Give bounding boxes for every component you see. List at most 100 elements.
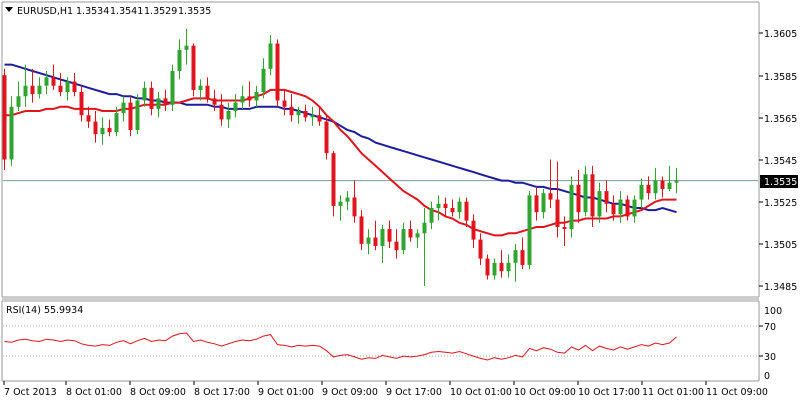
price-tick-label: 1.3505	[764, 240, 797, 251]
candle-body	[240, 96, 245, 103]
rsi-tick-label: 70	[764, 322, 776, 333]
candle-body	[37, 85, 42, 95]
candle-body	[359, 216, 364, 244]
candle	[590, 165, 595, 227]
candle	[569, 176, 574, 238]
candle-body	[44, 77, 49, 86]
candle-body	[324, 121, 329, 154]
dropdown-arrow-icon[interactable]	[5, 7, 13, 12]
rsi-series	[4, 332, 677, 361]
candle-body	[331, 153, 336, 206]
ohlc-high: 1.3541	[110, 6, 143, 17]
candle-body	[590, 174, 595, 217]
candle-body	[506, 262, 511, 272]
candle	[163, 89, 168, 112]
candle-body	[632, 199, 637, 217]
candle-body	[30, 85, 35, 95]
time-label: 11 Oct 09:00	[706, 387, 768, 398]
time-axis: 7 Oct 2013 8 Oct 01:00 8 Oct 09:00 8 Oct…	[3, 381, 768, 398]
candle-body	[576, 184, 581, 213]
candle	[352, 180, 357, 223]
candle-body	[268, 43, 273, 69]
time-label: 8 Oct 01:00	[66, 387, 122, 398]
candle-body	[464, 201, 469, 221]
candle	[653, 167, 658, 200]
price-panel[interactable]: EURUSD,H1 1.3534 1.3541 1.3529 1.3535 1.…	[1, 1, 798, 298]
candle-body	[653, 180, 658, 194]
candle-body	[541, 193, 546, 213]
candle-body	[646, 184, 651, 194]
candle	[506, 254, 511, 278]
time-label: 11 Oct 01:00	[642, 387, 704, 398]
candle	[198, 79, 203, 101]
candle-body	[450, 207, 455, 213]
candle-body	[296, 111, 301, 116]
candle-body	[674, 180, 679, 183]
chart-header: EURUSD,H1 1.3534 1.3541 1.3529 1.3535	[5, 6, 211, 17]
rsi-line	[4, 332, 677, 361]
candle-body	[163, 98, 168, 105]
candle	[247, 81, 252, 107]
candle	[72, 73, 77, 97]
candle	[520, 237, 525, 270]
candle	[534, 186, 539, 221]
candle	[331, 151, 336, 217]
rsi-panel[interactable]: RSI(14) 55.9934 100 70 30 0	[1, 300, 782, 382]
candle-body	[233, 102, 238, 112]
candle	[149, 81, 154, 116]
candle	[541, 189, 546, 219]
candle	[597, 182, 602, 223]
candle-body	[226, 111, 231, 120]
candle	[667, 165, 672, 192]
candle-body	[429, 207, 434, 223]
ma-slow-series	[4, 63, 677, 214]
candle	[107, 119, 112, 137]
ohlc-open: 1.3534	[76, 6, 109, 17]
candle	[9, 96, 14, 166]
candle	[212, 89, 217, 112]
candle-body	[191, 45, 196, 90]
candle	[261, 58, 266, 99]
candle-body	[2, 75, 7, 160]
rsi-tick-label: 30	[764, 352, 776, 363]
candle-body	[184, 45, 189, 50]
candle-body	[639, 184, 644, 200]
candle	[408, 220, 413, 242]
candle-body	[205, 85, 210, 99]
candle-body	[408, 229, 413, 238]
candle	[205, 77, 210, 103]
candle	[254, 85, 259, 107]
candle	[359, 210, 364, 251]
candle-body	[79, 92, 84, 116]
candle-body	[156, 98, 161, 109]
candle	[275, 39, 280, 107]
candle-body	[72, 81, 77, 93]
candle	[310, 106, 315, 126]
rsi-title: RSI(14) 55.9934	[6, 305, 83, 316]
candle-body	[534, 195, 539, 213]
candle	[44, 70, 49, 95]
candle-body	[282, 100, 287, 107]
candle-body	[254, 92, 259, 101]
candle-body	[660, 180, 665, 190]
candle-body	[394, 241, 399, 251]
ohlc-close: 1.3535	[178, 6, 211, 17]
candle-body	[303, 111, 308, 118]
candle-body	[352, 197, 357, 217]
candle-body	[345, 197, 350, 202]
candle-body	[380, 229, 385, 246]
candle-body	[86, 115, 91, 122]
candle	[219, 94, 224, 126]
candle	[373, 220, 378, 251]
candle	[289, 94, 294, 122]
candle-body	[583, 174, 588, 213]
candle-body	[527, 195, 532, 265]
candle	[317, 106, 322, 126]
candle-body	[149, 87, 154, 109]
candlestick-series	[2, 28, 679, 286]
ma-slow-line	[4, 63, 677, 214]
candle-body	[401, 229, 406, 251]
candle-body	[51, 77, 56, 86]
candle	[156, 92, 161, 118]
